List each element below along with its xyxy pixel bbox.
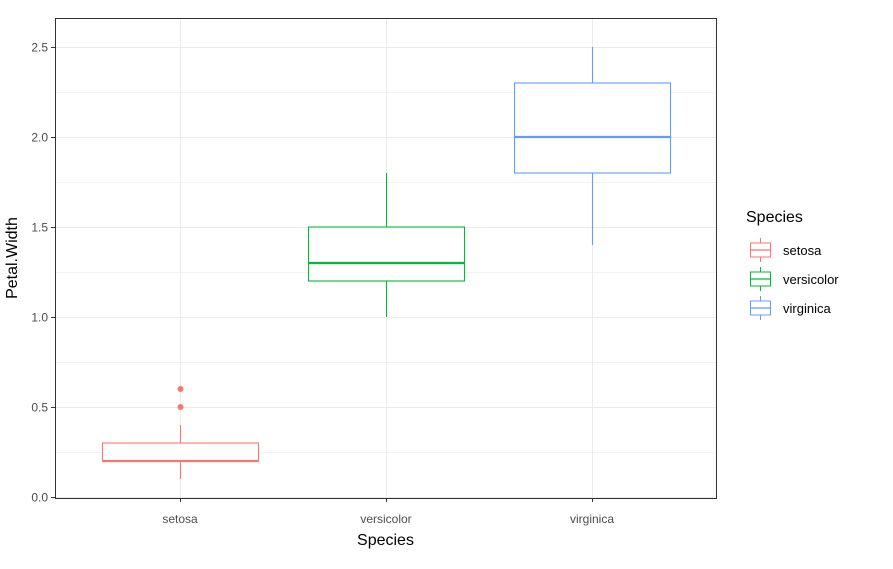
y-tick-label: 1.5 <box>31 221 48 235</box>
legend-title: Species <box>746 209 803 226</box>
x-axis-title: Species <box>357 532 414 549</box>
y-tick-label: 1.0 <box>31 311 48 325</box>
axis-layer: 0.0 0.5 1.0 1.5 2.0 2.5 setosa versicolor virgin… <box>31 41 614 527</box>
outlier-point <box>177 404 184 410</box>
x-tick-label: versicolor <box>360 512 411 526</box>
box-rect <box>307 226 466 282</box>
legend-label: versicolor <box>783 272 839 287</box>
outlier-point <box>177 386 184 392</box>
legend-label: virginica <box>783 301 831 316</box>
y-axis-title: Petal.Width <box>4 217 21 299</box>
legend-item-setosa: setosa <box>750 238 822 262</box>
legend-item-virginica: virginica <box>750 296 831 320</box>
legend-item-versicolor: versicolor <box>750 267 839 291</box>
box-layer <box>101 47 672 479</box>
legend: Species setosa versicolor virginica <box>746 209 839 320</box>
y-tick-label: 2.0 <box>31 131 48 145</box>
y-tick-label: 2.5 <box>31 41 48 55</box>
box-rect <box>101 442 260 462</box>
x-tick-label: virginica <box>570 512 614 526</box>
y-tick-label: 0.0 <box>31 491 48 505</box>
box-versicolor <box>307 173 466 317</box>
legend-label: setosa <box>783 243 822 258</box>
box-rect <box>513 82 672 174</box>
box-virginica <box>513 47 672 245</box>
x-tick-label: setosa <box>162 512 198 526</box>
y-tick-label: 0.5 <box>31 401 48 415</box>
box-setosa <box>101 386 260 479</box>
